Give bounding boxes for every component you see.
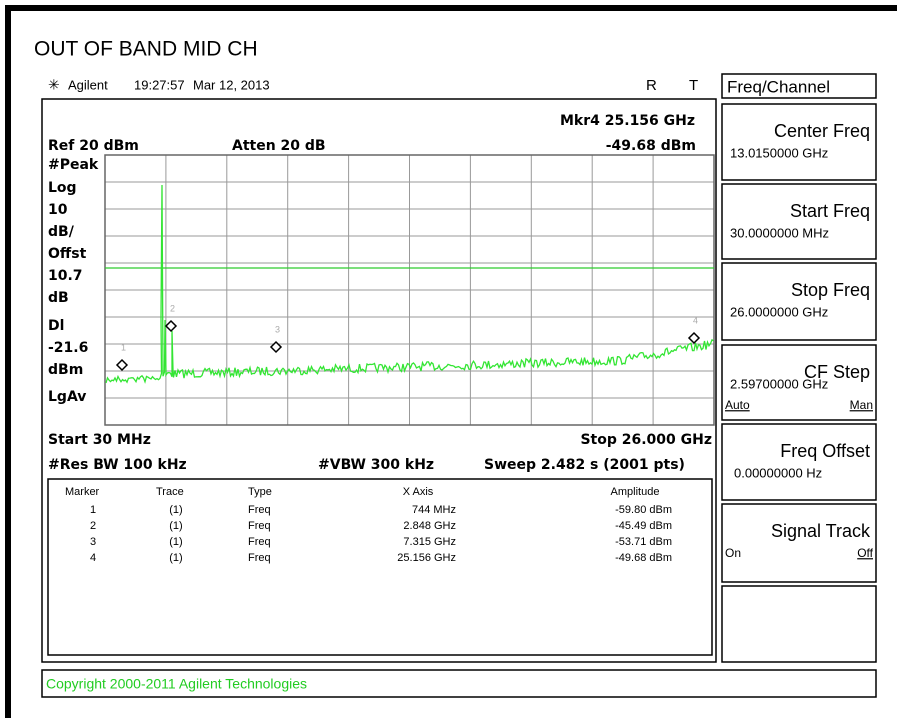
table-cell: Freq	[248, 552, 271, 564]
table-cell: -45.49 dBm	[615, 520, 672, 532]
atten: Atten 20 dB	[232, 138, 326, 154]
softkey[interactable]	[721, 503, 877, 583]
frame-left	[5, 5, 11, 718]
menu-title-box	[721, 73, 877, 99]
marker-freq: Mkr4 25.156 GHz	[560, 113, 695, 129]
softkey-label: Center Freq	[774, 121, 870, 141]
softkey-option: Auto	[725, 398, 750, 412]
time: 19:27:57	[134, 77, 185, 92]
ref-level: Ref 20 dBm	[48, 138, 139, 154]
table-cell: 2.848 GHz	[403, 520, 456, 532]
marker-amp: -49.68 dBm	[606, 138, 696, 154]
sweep: Sweep 2.482 s (2001 pts)	[484, 457, 685, 473]
softkey-label: Start Freq	[790, 201, 870, 221]
axis-label: Offst	[48, 246, 87, 262]
table-header: Trace	[156, 486, 184, 498]
logo: ✳	[48, 77, 60, 93]
axis-label: #Peak	[48, 157, 99, 173]
softkey-label: Stop Freq	[791, 280, 870, 300]
softkey-value: 30.0000000 MHz	[730, 225, 829, 240]
softkey[interactable]	[721, 344, 877, 421]
table-cell: 3	[90, 536, 96, 548]
softkey	[721, 585, 877, 663]
date: Mar 12, 2013	[193, 77, 270, 92]
vbw: #VBW 300 kHz	[318, 457, 434, 473]
axis-label: 10	[48, 202, 68, 218]
table-cell: -59.80 dBm	[615, 504, 672, 516]
table-header: X Axis	[403, 486, 434, 498]
table-cell: (1)	[169, 552, 182, 564]
footer-bar	[41, 669, 877, 698]
marker-diamond	[687, 331, 701, 345]
table-cell: 4	[90, 552, 96, 564]
table-cell: 2	[90, 520, 96, 532]
frame-top	[5, 5, 897, 11]
axis-label: Log	[48, 180, 77, 196]
rbw: #Res BW 100 kHz	[48, 457, 187, 473]
marker-table	[47, 478, 713, 656]
table-header: Type	[248, 486, 272, 498]
softkey-value: 2.59700000 GHz	[730, 376, 828, 391]
softkey[interactable]	[721, 183, 877, 260]
marker-number: 1	[121, 342, 126, 352]
table-cell: 744 MHz	[412, 504, 456, 516]
brand: Agilent	[68, 77, 108, 92]
axis-label: Dl	[48, 318, 64, 334]
trace	[105, 184, 714, 384]
table-cell: Freq	[248, 536, 271, 548]
softkey-value: 13.0150000 GHz	[730, 145, 828, 160]
axis-label: 10.7	[48, 268, 83, 284]
start-freq: Start 30 MHz	[48, 432, 151, 448]
table-cell: Freq	[248, 520, 271, 532]
title: OUT OF BAND MID CH	[34, 38, 258, 61]
table-cell: (1)	[169, 536, 182, 548]
table-cell: Freq	[248, 504, 271, 516]
marker-number: 2	[170, 303, 175, 313]
marker-number: 4	[693, 315, 698, 325]
graticule	[104, 154, 715, 426]
softkey-option: On	[725, 546, 741, 560]
table-cell: 25.156 GHz	[397, 552, 456, 564]
table-cell: (1)	[169, 504, 182, 516]
table-header: Marker	[65, 486, 100, 498]
softkey[interactable]	[721, 423, 877, 501]
menu-title: Freq/Channel	[727, 77, 830, 96]
softkey[interactable]	[721, 262, 877, 341]
copyright: Copyright 2000-2011 Agilent Technologies	[46, 676, 307, 692]
marker-diamond	[164, 319, 178, 333]
table-header: Amplitude	[611, 486, 660, 498]
axis-label: dBm	[48, 362, 83, 378]
softkey[interactable]	[721, 103, 877, 181]
table-cell: (1)	[169, 520, 182, 532]
table-cell: -49.68 dBm	[615, 552, 672, 564]
softkey-option: Off	[857, 546, 873, 560]
softkey-label: Freq Offset	[780, 441, 870, 461]
softkey-label: Signal Track	[771, 521, 871, 541]
axis-label: dB	[48, 290, 69, 306]
softkey-label: CF Step	[804, 362, 870, 382]
status-r: R	[646, 77, 657, 94]
axis-label: dB/	[48, 224, 75, 240]
softkey-option: Man	[850, 398, 873, 412]
softkey-value: 26.0000000 GHz	[730, 304, 828, 319]
softkey-value: 0.00000000 Hz	[734, 465, 822, 480]
table-cell: 7.315 GHz	[403, 536, 456, 548]
status-t: T	[689, 77, 698, 94]
table-cell: -53.71 dBm	[615, 536, 672, 548]
table-cell: 1	[90, 504, 96, 516]
marker-number: 3	[275, 324, 280, 334]
axis-label: -21.6	[48, 340, 88, 356]
marker-diamond	[115, 358, 129, 372]
marker-diamond	[269, 340, 283, 354]
stop-freq: Stop 26.000 GHz	[580, 432, 712, 448]
display-panel	[41, 98, 717, 663]
axis-label: LgAv	[48, 389, 86, 405]
